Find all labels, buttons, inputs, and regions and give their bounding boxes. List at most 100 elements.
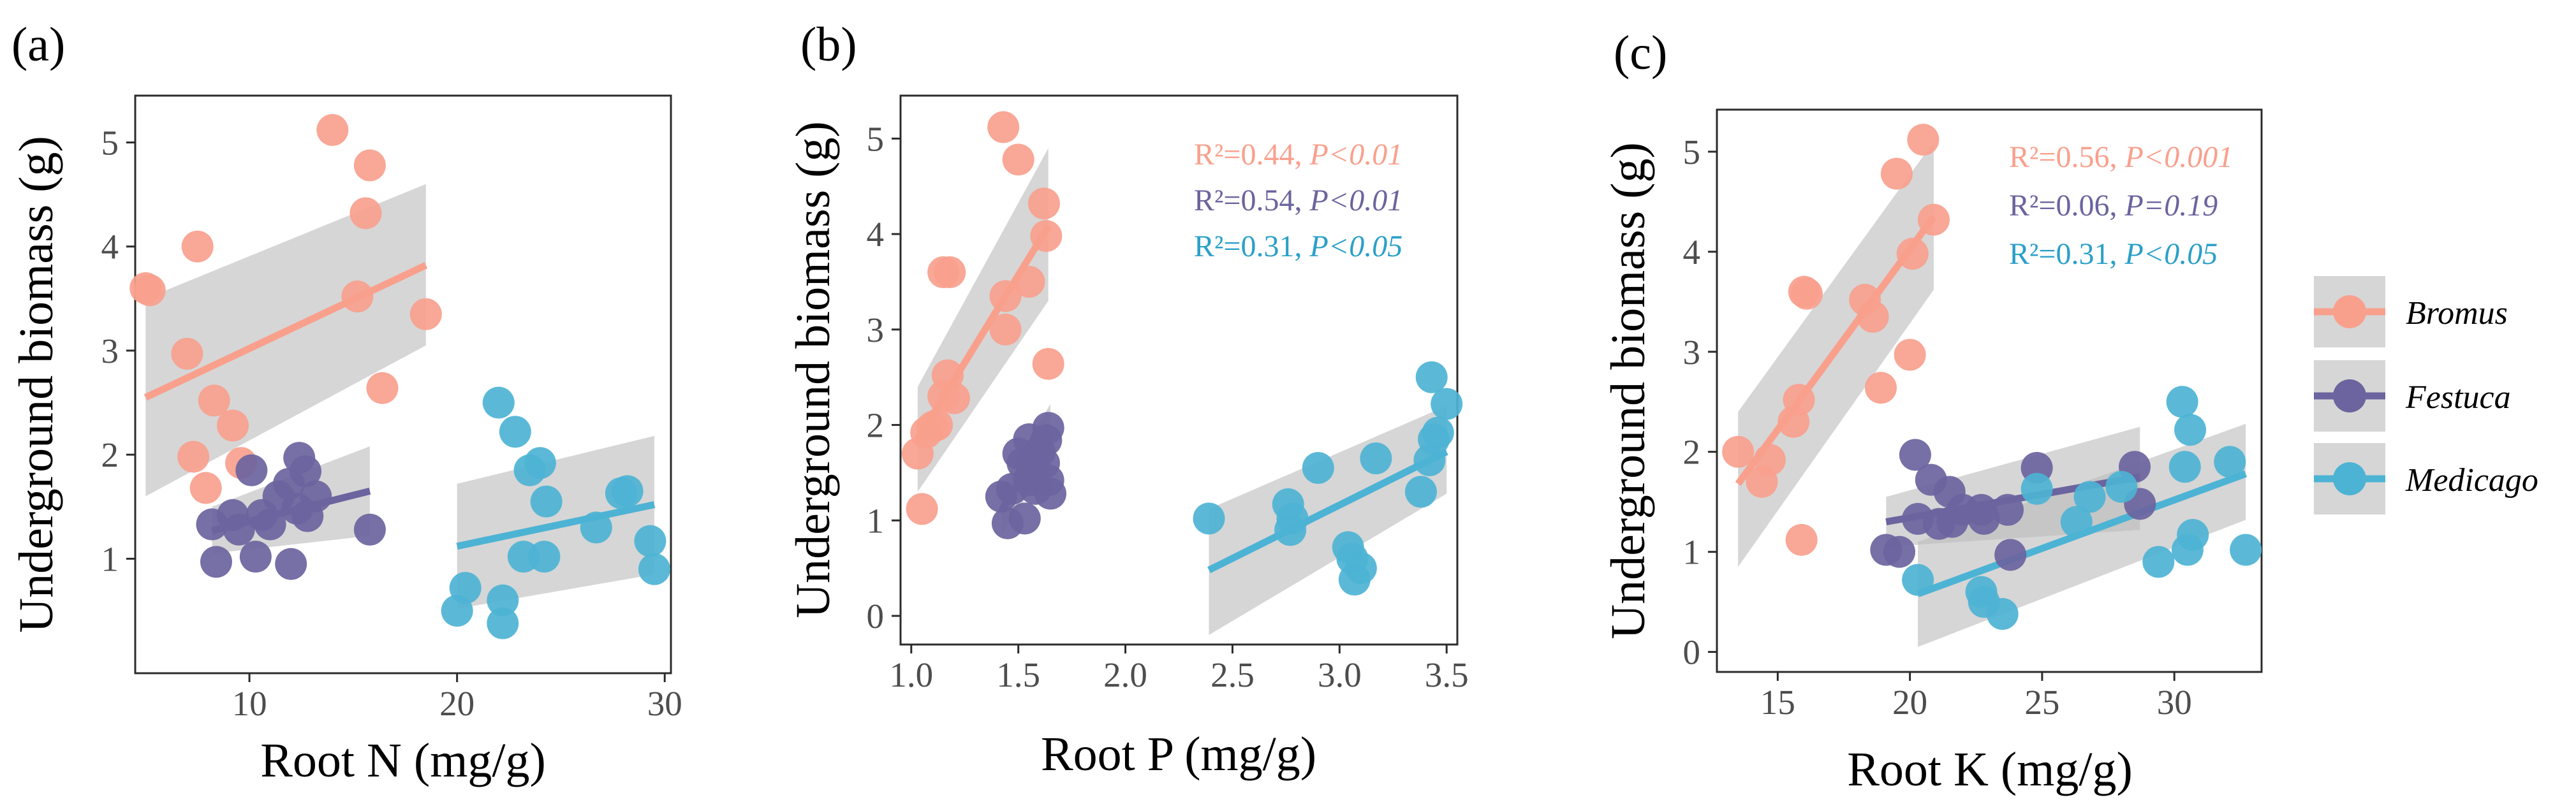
panel-c-point-medicago-4 [2020,472,2053,505]
panel-c-point-bromus-14 [1907,124,1939,156]
panel-b-point-bromus-10 [987,111,1020,143]
panel-a-point-festuca-3 [223,513,255,546]
panel-b-ytick-label-0: 0 [867,597,885,636]
panel-c-xtick-label-2: 25 [2024,683,2059,722]
panel-a-ytick-label-0: 1 [101,539,119,578]
panel-a-point-bromus-3 [181,230,214,263]
panel-a-xlabel: Root N (mg/g) [260,734,546,787]
panel-b-xtick-label-0: 1.0 [889,655,933,694]
panel-a-ytick-label-2: 3 [101,332,119,370]
panel-a-point-bromus-2 [171,337,203,370]
panel-b-point-bromus-4 [921,409,953,441]
panel-b-point-festuca-13 [1032,412,1064,444]
panel-b: (b) 1.0 1.5 2.0 2.5 3.0 3.5 0 1 2 3 4 5 R²=0.44, P<… [786,18,1469,781]
panel-a-point-festuca-1 [200,546,232,578]
panel-c-point-medicago-0 [1902,564,1934,596]
panel-b-ylabel: Underground biomass (g) [786,121,840,618]
panel-c-point-bromus-15 [1917,203,1950,236]
panel-b-point-bromus-15 [1027,187,1060,220]
panel-c-point-bromus-4 [1783,384,1815,416]
panel-c-point-medicago-8 [2142,546,2175,578]
panel-b-point-bromus-14 [1013,265,1045,298]
legend-dot-bromus [2333,295,2366,328]
panel-a-xtick-label-0: 10 [232,684,267,723]
panel-c-point-medicago-13 [2177,518,2209,551]
panel-a-point-bromus-5 [189,472,222,504]
panel-a-ytick-label-1: 2 [101,435,119,474]
panel-c-stat-festuca: R²=0.06, P=0.19 [2009,189,2218,222]
legend: Bromus Festuca Medicago [2314,276,2538,514]
panel-c-point-bromus-0 [1722,435,1755,468]
panel-b-point-bromus-16 [1030,220,1063,252]
panel-b-point-medicago-12 [1415,361,1448,393]
panel-c-ylabel: Underground biomass (g) [1601,142,1655,639]
panel-c-ytick-label-5: 5 [1683,133,1701,171]
panel-c-point-festuca-11 [1992,493,2024,526]
panel-c-point-medicago-9 [2166,386,2198,418]
panel-b-xtick-label-5: 3.5 [1425,655,1469,694]
panel-c-ytick-label-0: 0 [1683,633,1701,672]
panel-a-point-medicago-4 [487,607,519,639]
panel-a-point-bromus-7 [217,409,249,442]
panel-c-point-bromus-9 [1857,300,1889,333]
panel-c-stats: R²=0.56, P<0.001 R²=0.06, P=0.19 R²=0.31, … [2009,140,2233,271]
panel-a-point-bromus-11 [350,197,382,230]
panel-b-point-festuca-5 [1008,502,1041,535]
panel-b-stat-medicago: R²=0.31, P<0.05 [1194,230,1402,263]
panel-c-ytick-label-2: 2 [1683,433,1701,472]
panel-c-point-medicago-5 [2060,506,2093,538]
panel-c-ytick-label-4: 4 [1683,233,1701,272]
panel-b-ytick-label-5: 5 [867,119,885,158]
panel-b-fit-medicago [1207,448,1448,574]
panel-b-ticks: 1.0 1.5 2.0 2.5 3.0 3.5 0 1 2 3 4 5 [867,119,1469,694]
panel-c-point-medicago-7 [2105,470,2138,503]
panel-b-point-bromus-12 [989,313,1022,346]
panel-a-point-medicago-8 [524,447,556,479]
panel-a-xtick-label-1: 20 [439,684,475,723]
panel-c-points [1722,124,2262,630]
panel-a-ytick-label-4: 5 [101,123,119,162]
panel-a-point-bromus-12 [353,149,386,182]
panel-a-point-bromus-9 [316,113,349,146]
panel-b-point-medicago-4 [1302,451,1334,484]
panel-b-points [901,111,1463,596]
panel-b-ytick-label-4: 4 [867,215,885,254]
panel-c-point-festuca-12 [1994,539,2027,571]
panel-a-point-bromus-14 [409,298,442,330]
panel-c-point-medicago-14 [2214,446,2246,478]
panel-b-ytick-label-2: 2 [867,406,885,445]
panel-a-point-bromus-4 [177,441,210,473]
panel-a-point-medicago-13 [611,475,644,507]
panel-a-point-medicago-15 [638,553,670,585]
panel-a-fit-bromus [144,262,428,401]
panel-c-xtick-label-3: 30 [2157,683,2192,722]
panel-b-point-medicago-3 [1276,502,1309,535]
panel-b-point-bromus-9 [938,382,970,414]
panel-c-point-medicago-6 [2073,481,2106,513]
legend-label-bromus: Bromus [2406,295,2508,332]
panel-a-point-festuca-4 [235,454,268,486]
panel-c-xtick-label-0: 15 [1760,683,1795,722]
panel-a-point-festuca-5 [239,541,272,573]
panel-b-point-bromus-1 [906,493,938,525]
panel-a-point-medicago-11 [580,511,612,544]
panel-b-xtick-label-1: 1.5 [996,655,1040,694]
panel-a-point-bromus-13 [366,372,399,404]
panel-c-point-bromus-5 [1785,523,1818,556]
panel-c-point-medicago-10 [2168,451,2201,483]
panel-c-point-bromus-7 [1790,277,1823,310]
panel-a-point-medicago-5 [499,416,531,448]
panel-c-xtick-label-1: 20 [1892,683,1927,722]
panel-a-point-bromus-10 [341,281,374,313]
panel-c-point-festuca-2 [1899,439,1931,471]
panel-b-stat-festuca: R²=0.54, P<0.01 [1194,184,1402,217]
panel-a-point-festuca-13 [289,455,321,488]
panel-c-point-medicago-3 [1986,597,2019,630]
panel-b-point-medicago-14 [1422,416,1454,449]
panel-a-band-bromus [145,184,426,497]
panel-c-point-bromus-11 [1880,157,1913,190]
legend-dot-festuca [2333,379,2366,412]
panel-c-ytick-label-1: 1 [1683,533,1701,572]
panel-a-ylabel: Underground biomass (g) [10,136,63,633]
panel-b-ytick-label-1: 1 [867,501,885,540]
